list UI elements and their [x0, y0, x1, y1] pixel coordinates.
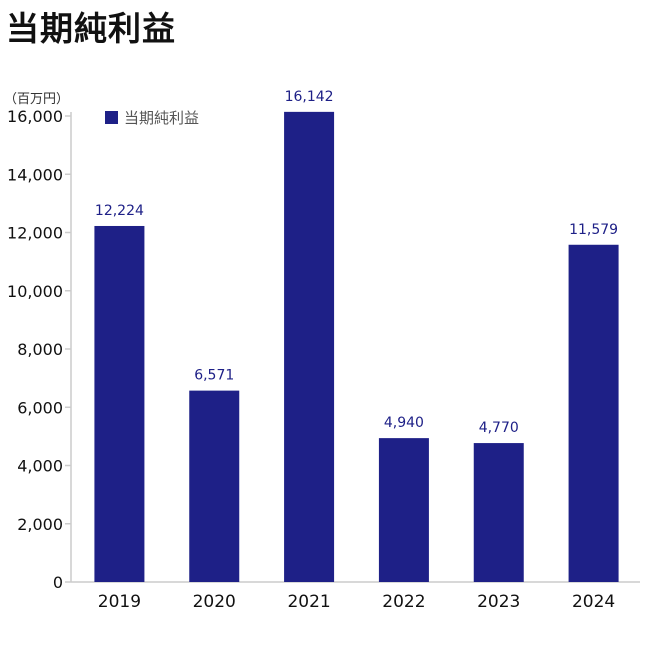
bar	[284, 111, 335, 582]
bar	[189, 390, 240, 582]
page-title: 当期純利益	[6, 9, 176, 48]
data-label: 12,224	[95, 203, 144, 219]
data-label: 4,940	[384, 415, 424, 431]
y-tick-label: 0	[53, 573, 63, 592]
y-tick-label: 4,000	[17, 457, 63, 476]
y-tick-label: 2,000	[17, 515, 63, 534]
x-tick-label: 2023	[477, 592, 520, 612]
bar	[378, 438, 429, 582]
y-tick-label: 10,000	[7, 282, 63, 301]
y-tick-label: 8,000	[17, 340, 63, 359]
bar	[473, 443, 524, 582]
y-tick-label: 12,000	[7, 224, 63, 243]
x-tick-label: 2022	[382, 592, 425, 612]
x-tick-label: 2024	[572, 592, 615, 612]
y-tick-label: 14,000	[7, 165, 63, 184]
bar	[94, 225, 145, 582]
data-label: 11,579	[569, 222, 618, 238]
unit-label: （百万円）	[4, 92, 70, 107]
data-label: 16,142	[285, 89, 334, 105]
bar	[568, 244, 619, 582]
data-label: 4,770	[479, 420, 519, 436]
data-label: 6,571	[194, 368, 234, 384]
legend: 当期純利益	[105, 107, 199, 128]
x-tick-label: 2020	[193, 592, 236, 612]
legend-label: 当期純利益	[124, 109, 200, 127]
x-tick-label: 2021	[287, 592, 330, 612]
y-tick-label: 6,000	[17, 398, 63, 417]
x-tick-label: 2019	[98, 592, 141, 612]
legend-swatch	[105, 111, 118, 124]
y-tick-label: 16,000	[7, 107, 63, 126]
